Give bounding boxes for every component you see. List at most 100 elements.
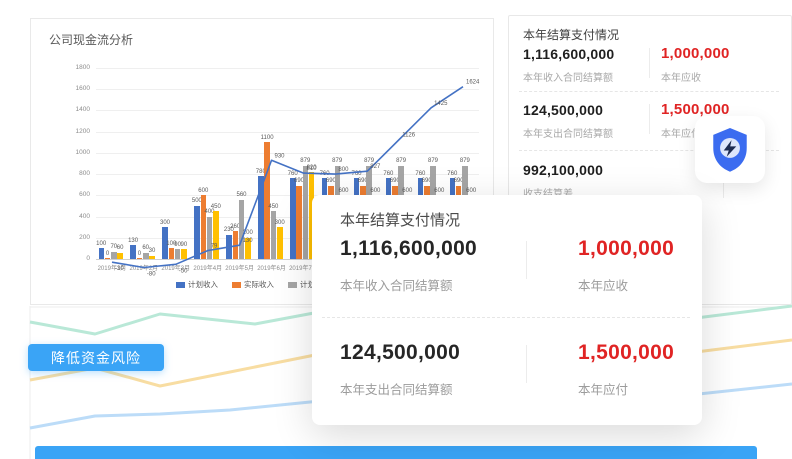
bar-计划收入 <box>258 176 264 259</box>
popup-title: 本年结算支付情况 <box>340 212 461 229</box>
popup-expense-settlement-label: 本年支出合同结算额 <box>340 383 453 397</box>
gridline <box>96 110 479 112</box>
bar-value-label: 879 <box>332 158 343 165</box>
bar-计划收入 <box>130 245 136 259</box>
y-axis-tick: 1800 <box>75 64 90 71</box>
y-axis-tick: 0 <box>86 255 90 262</box>
bar-计划收入 <box>98 248 104 259</box>
bar-实际收入 <box>264 142 270 259</box>
bar-value-label: 450 <box>268 203 279 210</box>
bar-value-label: 0 <box>137 250 142 257</box>
bar-实际收入 <box>232 231 238 259</box>
bar-value-label: 879 <box>427 158 439 165</box>
x-axis-label: 2019年7月 <box>289 266 318 272</box>
gridline <box>96 68 479 69</box>
popup-payable-value: 1,500,000 <box>578 341 675 364</box>
x-axis-label: 2019年6月 <box>257 266 286 272</box>
popup-income-settlement-label: 本年收入合同结算额 <box>340 279 453 293</box>
column-divider <box>649 104 650 134</box>
legend-item: 实际收入 <box>232 279 274 290</box>
bar-value-label: 760 <box>351 170 362 177</box>
bar-实际支出 <box>181 249 187 259</box>
bar-value-label: 600 <box>402 187 413 194</box>
payable-label: 本年应付 <box>661 129 701 140</box>
popup-receivable-value: 1,000,000 <box>578 237 675 260</box>
y-axis-tick: 800 <box>79 170 90 178</box>
bar-value-label: 760 <box>319 170 330 177</box>
popup-receivable-label: 本年应收 <box>578 279 629 293</box>
y-axis-tick: 1600 <box>75 85 90 93</box>
security-shield-card[interactable] <box>695 116 765 183</box>
expense-settlement-label: 本年支出合同结算额 <box>523 129 613 140</box>
cashflow-card-title: 公司现金流分析 <box>49 33 134 47</box>
bar-实际收入 <box>200 195 207 259</box>
bar-value-label: 100 <box>96 240 107 247</box>
bottom-bar <box>35 446 757 459</box>
bar-value-label: 760 <box>447 170 458 177</box>
bar-value-label: 879 <box>364 158 375 165</box>
bar-value-label: 760 <box>383 170 394 177</box>
cashflow-card: 公司现金流分析 0 200 400 600 800 1000 1200 1400 1600 180… <box>30 18 494 305</box>
expense-settlement-value: 124,500,000 <box>523 102 604 118</box>
row-separator <box>322 317 690 318</box>
bar-实际支出 <box>117 252 123 259</box>
legend-swatch <box>232 281 241 288</box>
bar-计划支出 <box>206 216 213 259</box>
settlement-popup: 本年结算支付情况 1,116,600,000 本年收入合同结算额 1,000,0… <box>312 195 702 425</box>
gridline <box>96 131 479 133</box>
x-axis-label: 2019年1月 <box>97 266 127 272</box>
bar-value-label: 200 <box>242 230 253 237</box>
bar-value-label: 879 <box>396 158 407 165</box>
bar-value-label: 450 <box>210 203 221 210</box>
y-axis-tick: 1000 <box>75 148 90 156</box>
bar-value-label: 300 <box>274 219 285 226</box>
y-axis-tick: 1200 <box>75 127 90 135</box>
bar-实际收入 <box>136 258 143 259</box>
bar-value-label: 1100 <box>260 134 274 141</box>
bar-计划支出 <box>302 165 309 259</box>
x-axis-label: 2019年2月 <box>129 266 159 272</box>
bar-value-label: 300 <box>159 219 171 226</box>
income-settlement-label: 本年收入合同结算额 <box>523 73 613 84</box>
bar-value-label: 90 <box>180 241 188 248</box>
bar-value-label: 600 <box>434 187 445 194</box>
gridline <box>96 89 479 91</box>
settlement-diff-value: 992,100,000 <box>523 162 604 178</box>
risk-badge[interactable]: 降低资金风险 <box>28 344 164 371</box>
bar-计划支出 <box>270 211 277 260</box>
bar-实际支出 <box>245 237 251 259</box>
bar-实际收入 <box>168 248 175 259</box>
receivable-label: 本年应收 <box>661 73 701 84</box>
bar-value-label: 560 <box>236 192 247 199</box>
bar-value-label: 600 <box>466 187 477 194</box>
y-axis-tick: 200 <box>79 233 90 241</box>
bar-value-label: 600 <box>370 187 381 194</box>
bar-实际支出 <box>149 255 155 259</box>
x-axis-label: 2019年3月 <box>161 266 191 272</box>
bar-计划支出 <box>238 199 245 259</box>
income-settlement-value: 1,116,600,000 <box>523 46 615 62</box>
bar-实际支出 <box>213 211 219 260</box>
bar-计划收入 <box>226 234 232 259</box>
bar-计划支出 <box>111 251 117 259</box>
bar-value-label: 130 <box>128 237 139 244</box>
column-divider <box>649 48 650 78</box>
bar-value-label: 879 <box>300 158 311 165</box>
popup-payable-label: 本年应付 <box>578 383 629 397</box>
bar-value-label: 820 <box>306 164 317 171</box>
bar-实际支出 <box>277 227 283 259</box>
x-axis-label: 2019年4月 <box>193 266 223 272</box>
bar-value-label: 879 <box>459 158 470 165</box>
popup-income-settlement-value: 1,116,600,000 <box>340 237 478 260</box>
column-divider <box>526 345 527 383</box>
legend-item: 计划收入 <box>176 279 218 290</box>
row-separator <box>519 150 779 151</box>
column-divider <box>526 241 527 279</box>
bar-value-label: 760 <box>415 170 426 177</box>
row-separator <box>519 91 779 92</box>
popup-expense-settlement-value: 124,500,000 <box>340 341 461 364</box>
bar-value-label: 600 <box>338 187 349 194</box>
bar-实际收入 <box>104 258 111 259</box>
legend-swatch <box>288 281 297 288</box>
